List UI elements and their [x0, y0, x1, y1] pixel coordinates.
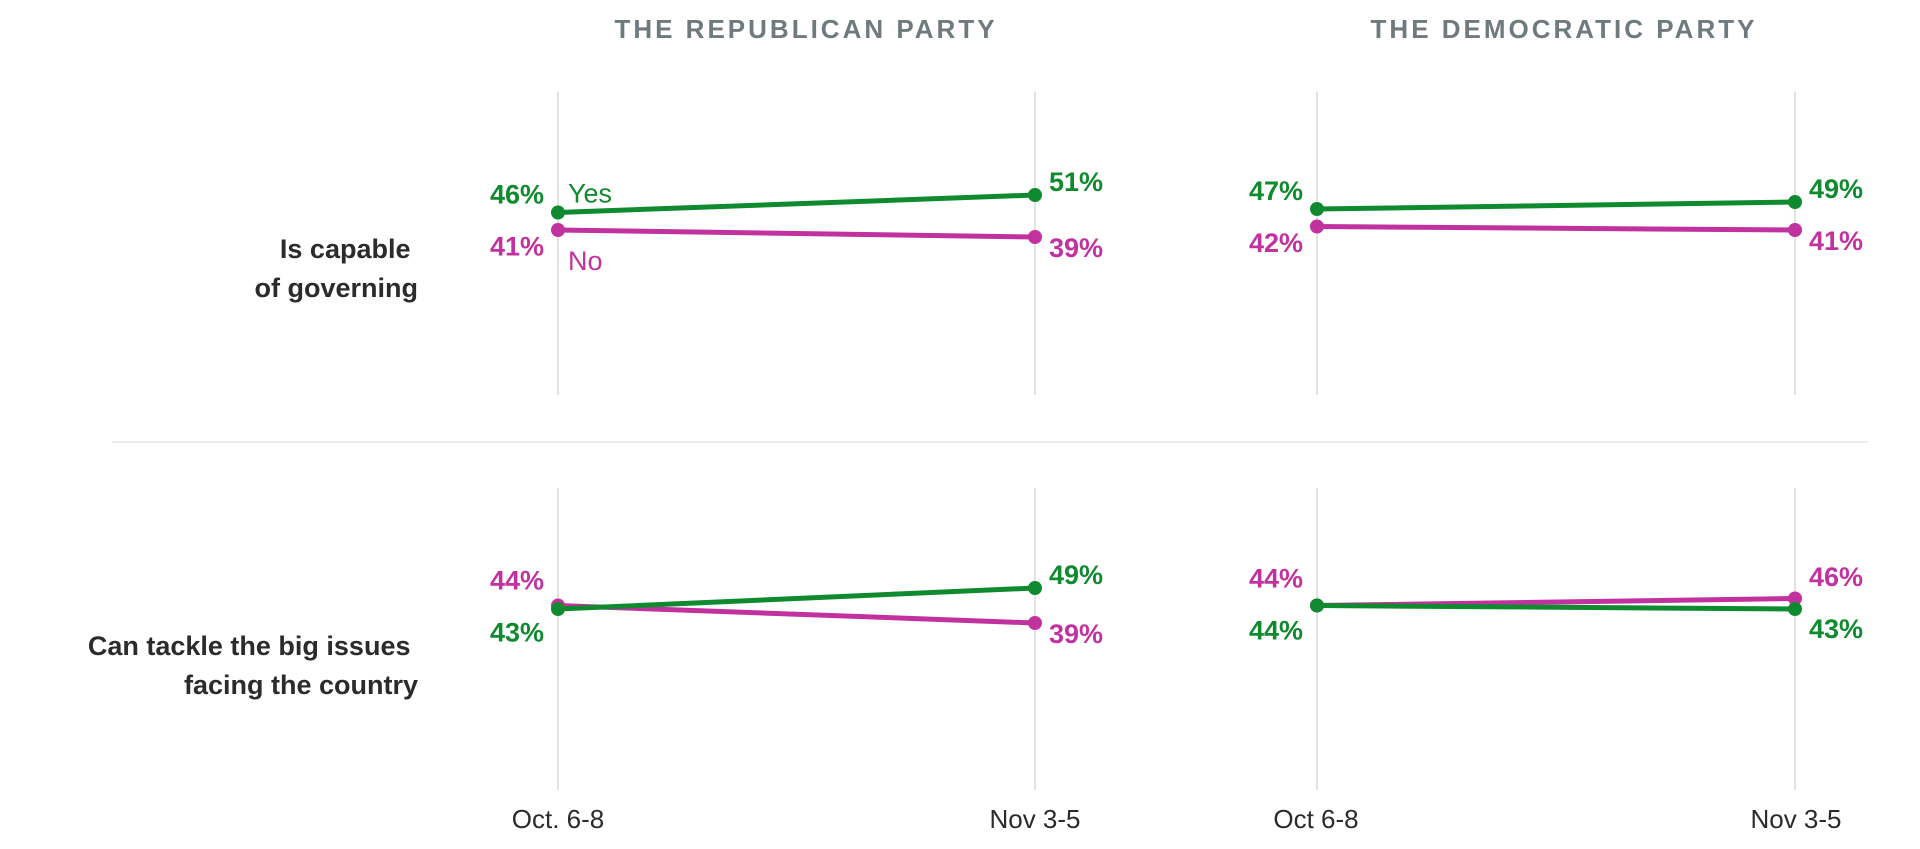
series-line-no-panel-2	[555, 603, 1038, 626]
series-line-no-panel-0	[555, 227, 1038, 240]
legend-label-yes: Yes	[568, 179, 612, 209]
series-line-yes-panel-0	[555, 192, 1038, 215]
x-tick-label-dem-end: Nov 3-5	[1750, 804, 1841, 834]
data-label-yes-panel-2-0: 43%	[490, 617, 544, 647]
point-no-panel-3-1	[1788, 591, 1802, 606]
point-no-panel-0-0	[551, 223, 565, 237]
point-yes-panel-3-0	[1310, 598, 1324, 613]
data-label-yes-panel-0-0: 46%	[490, 179, 544, 209]
data-label-yes-panel-0-1: 51%	[1049, 167, 1103, 197]
row-label-big-issues-line-1: Can tackle the big issues	[88, 631, 411, 661]
column-title-democratic: THE DEMOCRATIC PARTY	[1371, 14, 1758, 44]
row-label-governing-line-1: Is capable	[280, 234, 411, 264]
data-label-no-panel-3-1: 46%	[1809, 562, 1863, 592]
point-no-panel-2-1	[1028, 616, 1042, 630]
point-yes-panel-2-1	[1028, 581, 1042, 595]
data-label-yes-panel-2-1: 49%	[1049, 560, 1103, 590]
series-line-no-panel-1	[1314, 224, 1798, 233]
series-line-yes-panel-2	[555, 585, 1038, 612]
data-label-no-panel-1-0: 42%	[1249, 228, 1303, 258]
row-label-big-issues: Can tackle the big issues facing the cou…	[88, 631, 418, 700]
data-label-no-panel-2-0: 44%	[490, 565, 544, 595]
column-title-republican: THE REPUBLICAN PARTY	[614, 14, 997, 44]
point-yes-panel-0-0	[551, 205, 565, 220]
data-label-no-panel-3-0: 44%	[1249, 564, 1303, 594]
x-tick-label-rep-start: Oct. 6-8	[512, 804, 604, 834]
data-label-yes-panel-1-1: 49%	[1809, 174, 1863, 204]
data-label-no-panel-1-1: 41%	[1809, 226, 1863, 256]
row-label-governing-line-2: of governing	[255, 273, 419, 303]
point-yes-panel-3-1	[1788, 602, 1802, 616]
point-no-panel-1-0	[1310, 219, 1324, 234]
x-tick-label-rep-end: Nov 3-5	[989, 804, 1080, 834]
point-yes-panel-0-1	[1028, 188, 1042, 202]
x-tick-label-dem-start: Oct 6-8	[1273, 804, 1358, 834]
data-label-no-panel-0-0: 41%	[490, 231, 544, 261]
chart-panels: 46% 41% 51% 39% Yes No 47% 42% 49% 41% 43% 44% 49% 39…	[490, 92, 1863, 790]
point-no-panel-1-1	[1788, 223, 1802, 237]
series-line-yes-panel-3	[1314, 603, 1798, 612]
row-label-big-issues-line-2: facing the country	[184, 670, 418, 700]
data-label-no-panel-2-1: 39%	[1049, 619, 1103, 649]
data-label-yes-panel-3-1: 43%	[1809, 614, 1863, 644]
data-label-yes-panel-1-0: 47%	[1249, 176, 1303, 206]
data-label-no-panel-0-1: 39%	[1049, 233, 1103, 263]
point-yes-panel-1-0	[1310, 202, 1324, 216]
data-label-yes-panel-3-0: 44%	[1249, 616, 1303, 646]
legend-label-no: No	[568, 246, 603, 276]
series-line-yes-panel-1	[1314, 199, 1798, 212]
point-no-panel-0-1	[1028, 230, 1042, 244]
row-label-governing: Is capable of governing	[255, 234, 419, 303]
point-yes-panel-1-1	[1788, 195, 1802, 209]
point-yes-panel-2-0	[551, 602, 565, 616]
